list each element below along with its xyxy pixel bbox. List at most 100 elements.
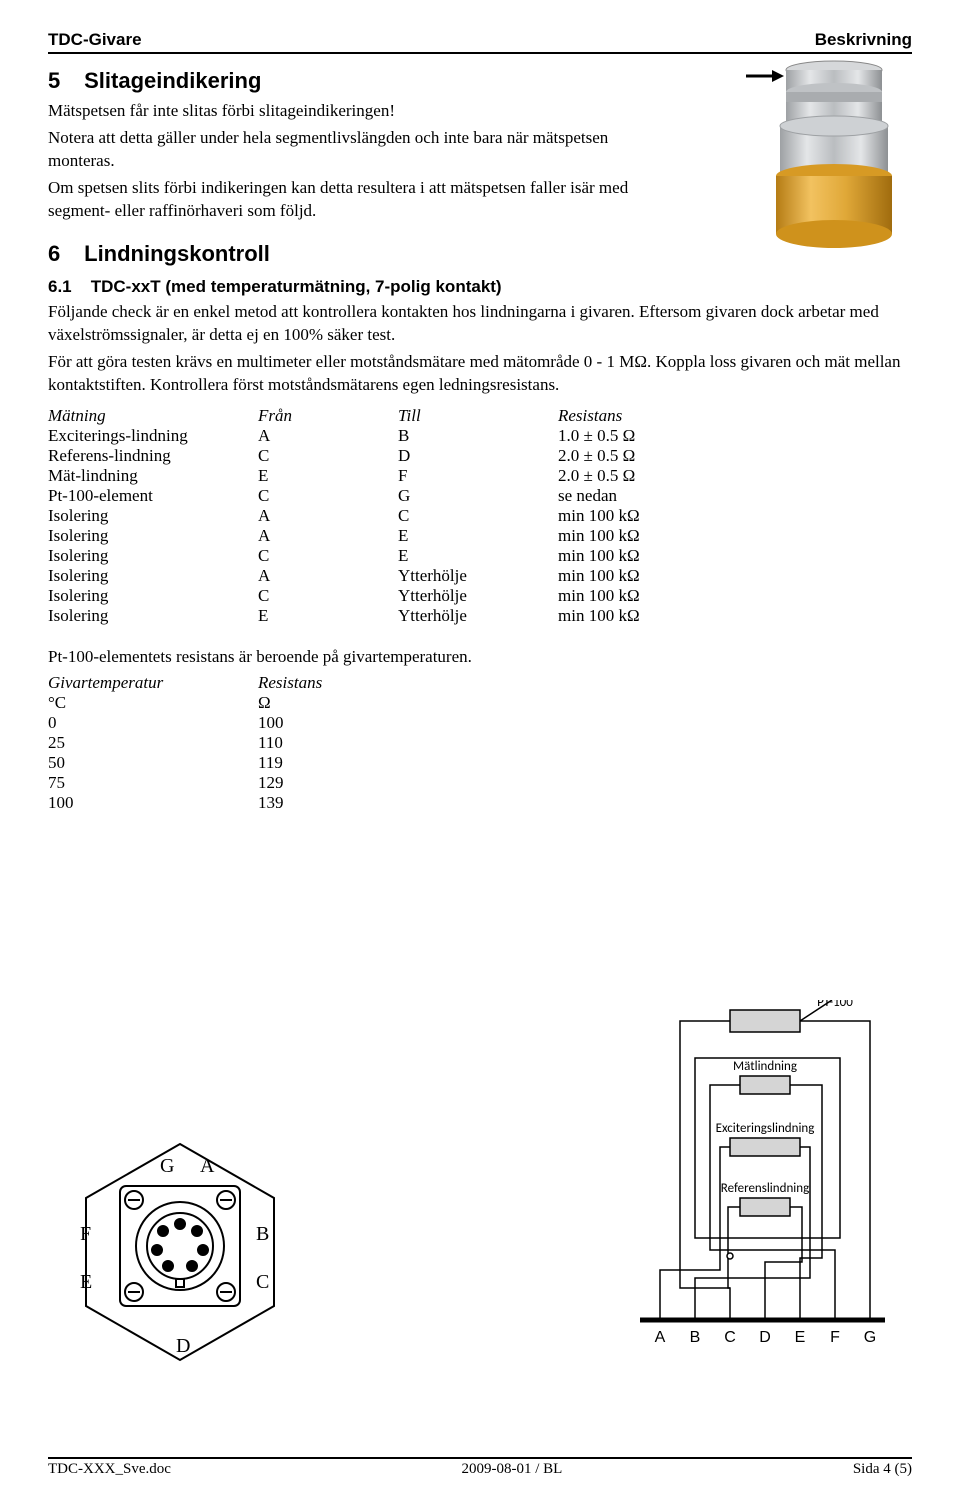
table-cell: A — [258, 526, 398, 546]
table-cell: Mät-lindning — [48, 466, 258, 486]
table-cell: 139 — [258, 793, 398, 813]
measurement-table-header: Mätning Från Till Resistans — [48, 406, 738, 426]
table-row: Referens-lindningCD2.0 ± 0.5 Ω — [48, 446, 738, 466]
temp-unit-1: °C — [48, 693, 258, 713]
table-cell: min 100 kΩ — [558, 566, 738, 586]
table-cell: se nedan — [558, 486, 738, 506]
table-cell: 2.0 ± 0.5 Ω — [558, 446, 738, 466]
footer-right: Sida 4 (5) — [853, 1461, 912, 1478]
svg-text:B: B — [256, 1223, 269, 1245]
table-row: IsoleringAEmin 100 kΩ — [48, 526, 738, 546]
table-cell: Isolering — [48, 586, 258, 606]
table-cell: G — [398, 486, 558, 506]
svg-text:Referenslindning: Referenslindning — [721, 1181, 809, 1196]
table-cell: E — [258, 466, 398, 486]
svg-text:Mätlindning: Mätlindning — [733, 1059, 797, 1074]
table-cell: Isolering — [48, 546, 258, 566]
table-cell: 50 — [48, 753, 258, 773]
footer-mid: 2009-08-01 / BL — [461, 1461, 562, 1478]
table-row: 75129 — [48, 773, 398, 793]
svg-text:F: F — [80, 1223, 91, 1245]
table-cell: 75 — [48, 773, 258, 793]
section-6-1-body: Följande check är en enkel metod att kon… — [48, 301, 908, 397]
table-row: 100139 — [48, 793, 398, 813]
table-cell: E — [258, 606, 398, 626]
svg-text:D: D — [759, 1329, 771, 1346]
svg-text:A: A — [655, 1329, 666, 1346]
connector-diagram: G A B C D E F — [60, 1130, 300, 1370]
svg-text:B: B — [690, 1329, 701, 1346]
table-row: IsoleringACmin 100 kΩ — [48, 506, 738, 526]
table-cell: Isolering — [48, 606, 258, 626]
meas-th-2: Från — [258, 406, 398, 426]
section-6-1-p1: Följande check är en enkel metod att kon… — [48, 301, 908, 347]
table-row: IsoleringAYtterhöljemin 100 kΩ — [48, 566, 738, 586]
table-cell: F — [398, 466, 558, 486]
table-row: 0100 — [48, 713, 398, 733]
temp-th-1: Givartemperatur — [48, 673, 258, 693]
svg-text:G: G — [160, 1155, 174, 1177]
temp-intro: Pt-100-elementets resistans är beroende … — [48, 646, 912, 669]
table-cell: min 100 kΩ — [558, 586, 738, 606]
table-cell: 100 — [48, 793, 258, 813]
table-cell: C — [258, 586, 398, 606]
table-cell: Ytterhölje — [398, 606, 558, 626]
header-left: TDC-Givare — [48, 30, 142, 50]
table-cell: C — [258, 486, 398, 506]
section-5-num: 5 — [48, 68, 78, 94]
table-cell: Pt-100-element — [48, 486, 258, 506]
table-cell: 119 — [258, 753, 398, 773]
sensor-tip-illustration — [744, 58, 894, 258]
meas-th-3: Till — [398, 406, 558, 426]
table-cell: 1.0 ± 0.5 Ω — [558, 426, 738, 446]
svg-text:D: D — [176, 1335, 190, 1357]
table-cell: 129 — [258, 773, 398, 793]
svg-text:A: A — [200, 1155, 215, 1177]
table-cell: 0 — [48, 713, 258, 733]
svg-text:E: E — [80, 1271, 92, 1293]
table-cell: 110 — [258, 733, 398, 753]
table-cell: Isolering — [48, 506, 258, 526]
table-cell: C — [398, 506, 558, 526]
table-cell: 2.0 ± 0.5 Ω — [558, 466, 738, 486]
table-cell: Exciterings-lindning — [48, 426, 258, 446]
table-cell: B — [398, 426, 558, 446]
section-5-p1: Mätspetsen får inte slitas förbi slitage… — [48, 100, 638, 123]
table-cell: A — [258, 426, 398, 446]
table-cell: C — [258, 446, 398, 466]
page-header: TDC-Givare Beskrivning — [48, 30, 912, 54]
section-5-body: Mätspetsen får inte slitas förbi slitage… — [48, 100, 638, 223]
table-row: 25110 — [48, 733, 398, 753]
page-footer: TDC-XXX_Sve.doc 2009-08-01 / BL Sida 4 (… — [48, 1457, 912, 1478]
table-cell: A — [258, 506, 398, 526]
section-6-1-title: TDC-xxT (med temperaturmätning, 7-polig … — [91, 277, 502, 296]
temp-table-header: Givartemperatur Resistans — [48, 673, 398, 693]
table-cell: 25 — [48, 733, 258, 753]
table-row: IsoleringEYtterhöljemin 100 kΩ — [48, 606, 738, 626]
section-6-num: 6 — [48, 241, 78, 267]
section-6-1-heading: 6.1 TDC-xxT (med temperaturmätning, 7-po… — [48, 277, 912, 297]
svg-text:C: C — [724, 1329, 736, 1346]
svg-text:G: G — [864, 1329, 876, 1346]
table-cell: A — [258, 566, 398, 586]
table-row: IsoleringCYtterhöljemin 100 kΩ — [48, 586, 738, 606]
section-6-title: Lindningskontroll — [84, 241, 270, 266]
table-cell: min 100 kΩ — [558, 606, 738, 626]
table-row: 50119 — [48, 753, 398, 773]
svg-text:Exciteringslindning: Exciteringslindning — [716, 1121, 815, 1136]
table-cell: 100 — [258, 713, 398, 733]
table-cell: Isolering — [48, 566, 258, 586]
table-cell: Referens-lindning — [48, 446, 258, 466]
table-cell: E — [398, 526, 558, 546]
table-cell: Ytterhölje — [398, 566, 558, 586]
section-5-p3: Om spetsen slits förbi indikeringen kan … — [48, 177, 638, 223]
footer-left: TDC-XXX_Sve.doc — [48, 1461, 171, 1478]
table-cell: min 100 kΩ — [558, 546, 738, 566]
temp-table-units: °C Ω — [48, 693, 398, 713]
svg-text:F: F — [830, 1329, 840, 1346]
section-5-p2: Notera att detta gäller under hela segme… — [48, 127, 638, 173]
table-cell: C — [258, 546, 398, 566]
table-cell: min 100 kΩ — [558, 506, 738, 526]
section-6-1-p2: För att göra testen krävs en multimeter … — [48, 351, 908, 397]
meas-th-4: Resistans — [558, 406, 738, 426]
